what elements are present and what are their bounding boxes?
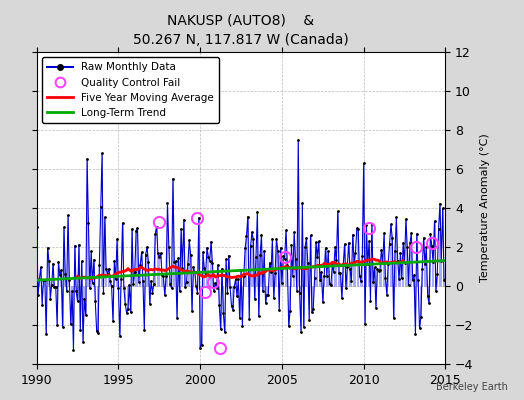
Legend: Raw Monthly Data, Quality Control Fail, Five Year Moving Average, Long-Term Tren: Raw Monthly Data, Quality Control Fail, …: [42, 57, 220, 123]
Text: Berkeley Earth: Berkeley Earth: [436, 382, 508, 392]
Y-axis label: Temperature Anomaly (°C): Temperature Anomaly (°C): [481, 134, 490, 282]
Title: NAKUSP (AUTO8)    &
50.267 N, 117.817 W (Canada): NAKUSP (AUTO8) & 50.267 N, 117.817 W (Ca…: [133, 13, 349, 47]
